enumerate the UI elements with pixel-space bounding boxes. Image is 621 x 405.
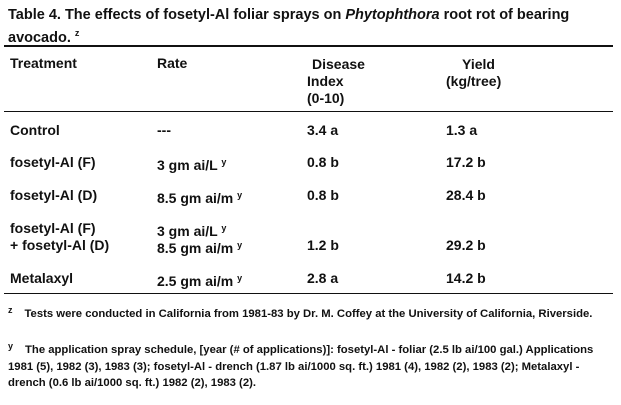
caption-footnote-mark: z xyxy=(74,28,80,38)
caption-text: Table 4. The effects of fosetyl-Al folia… xyxy=(8,7,346,23)
row5-yield: 14.2 b xyxy=(446,270,486,286)
row3-treatment: fosetyl-Al (D) xyxy=(10,187,98,203)
row1-rate: --- xyxy=(157,122,171,138)
row4-yield: 29.2 b xyxy=(446,237,486,253)
header-rule xyxy=(4,111,613,112)
footnote-y-mark: y xyxy=(8,341,14,351)
row4-rate-line2: 8.5 gm ai/m y xyxy=(157,237,242,256)
row1-disease: 3.4 a xyxy=(307,122,339,138)
row3-rate-value: 8.5 gm ai/m xyxy=(157,190,234,206)
table-caption: Table 4. The effects of fosetyl-Al folia… xyxy=(8,6,608,47)
row5-rate: 2.5 gm ai/m y xyxy=(157,270,242,289)
row2-rate: 3 gm ai/L y xyxy=(157,154,226,173)
row4-rate-line1: 3 gm ai/L y xyxy=(157,220,226,239)
row4-disease: 1.2 b xyxy=(307,237,339,253)
header-rate: Rate xyxy=(157,55,188,71)
footnote-y: y The application spray schedule, [year (… xyxy=(8,338,614,392)
footnote-z: z Tests were conducted in California from… xyxy=(8,302,614,323)
bottom-rule xyxy=(4,293,613,294)
header-disease-1: Disease xyxy=(312,56,365,72)
header-disease-3: (0-10) xyxy=(307,90,345,106)
row5-disease: 2.8 a xyxy=(307,270,339,286)
header-yield-1: Yield xyxy=(462,56,495,72)
footnote-z-text: Tests were conducted in California from … xyxy=(24,308,593,320)
row3-yield: 28.4 b xyxy=(446,187,486,203)
caption-italic-text: Phytophthora xyxy=(345,7,440,23)
header-disease-2: Index xyxy=(307,73,344,89)
footnote-y-text: The application spray schedule, [year (#… xyxy=(8,344,594,389)
row4-rate-line2-mark: y xyxy=(237,240,243,250)
row5-treatment: Metalaxyl xyxy=(10,270,74,286)
row2-yield: 17.2 b xyxy=(446,154,486,170)
row2-rate-mark: y xyxy=(221,157,227,167)
row4-treatment-line2: + fosetyl-Al (D) xyxy=(10,237,110,253)
row2-rate-value: 3 gm ai/L xyxy=(157,157,218,173)
top-rule xyxy=(4,45,613,47)
row1-treatment: Control xyxy=(10,122,60,138)
row3-rate-mark: y xyxy=(237,190,243,200)
header-treatment: Treatment xyxy=(10,55,77,71)
row2-disease: 0.8 b xyxy=(307,154,339,170)
row5-rate-mark: y xyxy=(237,273,243,283)
row2-treatment: fosetyl-Al (F) xyxy=(10,154,96,170)
row4-rate-line1-mark: y xyxy=(221,223,227,233)
row4-treatment-line1: fosetyl-Al (F) xyxy=(10,220,96,236)
header-yield-2: (kg/tree) xyxy=(446,73,502,89)
row4-rate-line2-value: 8.5 gm ai/m xyxy=(157,240,234,256)
row3-disease: 0.8 b xyxy=(307,187,339,203)
row1-yield: 1.3 a xyxy=(446,122,478,138)
row4-rate-line1-value: 3 gm ai/L xyxy=(157,223,218,239)
caption-suffix: root rot of bearing avocado. xyxy=(8,7,570,46)
row5-rate-value: 2.5 gm ai/m xyxy=(157,273,234,289)
row3-rate: 8.5 gm ai/m y xyxy=(157,187,242,206)
footnote-z-mark: z xyxy=(8,305,13,315)
